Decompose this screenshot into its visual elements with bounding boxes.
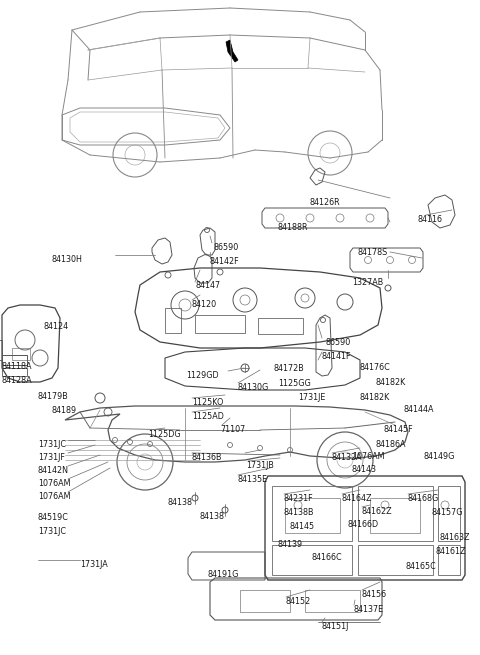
Text: 1125AD: 1125AD — [192, 412, 224, 421]
Text: 84136B: 84136B — [192, 453, 223, 462]
Text: 84156: 84156 — [362, 590, 387, 599]
Bar — [2, 368, 27, 376]
Text: 86590: 86590 — [326, 338, 351, 347]
Text: 1076AM: 1076AM — [352, 452, 384, 461]
Bar — [358, 486, 433, 541]
Text: 84120: 84120 — [192, 300, 217, 309]
Text: 84164Z: 84164Z — [342, 494, 372, 503]
Bar — [370, 498, 420, 533]
Text: 1129GD: 1129GD — [186, 371, 218, 380]
Text: 84149G: 84149G — [424, 452, 456, 461]
Text: 1125GG: 1125GG — [278, 379, 311, 388]
Text: 84138: 84138 — [168, 498, 193, 507]
Bar — [438, 486, 460, 541]
Polygon shape — [226, 40, 238, 62]
Text: 1076AM: 1076AM — [38, 479, 71, 488]
Text: 1327AB: 1327AB — [352, 278, 383, 287]
Text: 84157G: 84157G — [432, 508, 464, 517]
Text: 84138B: 84138B — [284, 508, 314, 517]
Text: 1731JC: 1731JC — [38, 440, 66, 449]
Text: 84130G: 84130G — [238, 383, 269, 392]
Text: 84161Z: 84161Z — [436, 547, 467, 556]
Bar — [258, 318, 303, 334]
Bar — [358, 545, 433, 575]
Text: 84130H: 84130H — [52, 255, 83, 264]
Text: 84116: 84116 — [418, 215, 443, 224]
Text: 84124: 84124 — [44, 322, 69, 331]
Bar — [438, 545, 460, 575]
Text: 84163Z: 84163Z — [440, 533, 470, 542]
Text: 84182K: 84182K — [360, 393, 390, 402]
Text: 1731JB: 1731JB — [246, 461, 274, 470]
Text: 84118A: 84118A — [2, 362, 33, 371]
Text: 84147: 84147 — [195, 281, 220, 290]
Text: 84126R: 84126R — [310, 198, 341, 207]
Text: 84191G: 84191G — [208, 570, 240, 579]
Text: 86590: 86590 — [214, 243, 239, 252]
Text: 84144A: 84144A — [404, 405, 434, 414]
Text: 84168G: 84168G — [408, 494, 439, 503]
Text: 84179B: 84179B — [38, 392, 69, 401]
Text: 84166D: 84166D — [348, 520, 379, 529]
Text: 84141F: 84141F — [322, 352, 351, 361]
Text: 84176C: 84176C — [360, 363, 391, 372]
Text: 84138: 84138 — [200, 512, 225, 521]
Text: 71107: 71107 — [220, 425, 245, 434]
Text: 84162Z: 84162Z — [362, 507, 393, 516]
Text: 1731JA: 1731JA — [80, 560, 108, 569]
Bar — [305, 590, 360, 612]
Bar — [165, 308, 181, 333]
Bar — [2, 355, 27, 365]
Bar — [272, 486, 352, 541]
Text: 84231F: 84231F — [284, 494, 313, 503]
Text: 1125KO: 1125KO — [192, 398, 223, 407]
Text: 1731JC: 1731JC — [38, 527, 66, 536]
Text: 84172B: 84172B — [274, 364, 305, 373]
Text: 84135E: 84135E — [238, 475, 268, 484]
Text: 1125DG: 1125DG — [148, 430, 180, 439]
Bar — [12, 348, 30, 360]
Bar — [272, 545, 352, 575]
Text: 84145F: 84145F — [383, 425, 413, 434]
Text: 1731JE: 1731JE — [298, 393, 325, 402]
Text: 84139: 84139 — [278, 540, 303, 549]
Text: 84142F: 84142F — [210, 257, 240, 266]
Bar — [240, 590, 290, 612]
Text: 1731JF: 1731JF — [38, 453, 65, 462]
Text: 84186A: 84186A — [376, 440, 407, 449]
Bar — [285, 498, 340, 533]
Text: 84165C: 84165C — [406, 562, 437, 571]
Bar — [195, 315, 245, 333]
Text: 84189: 84189 — [51, 406, 76, 415]
Text: 84152: 84152 — [286, 597, 311, 606]
Text: 84132A: 84132A — [332, 453, 362, 462]
Text: 84143: 84143 — [352, 465, 377, 474]
Text: 84151J: 84151J — [322, 622, 349, 631]
Text: 1076AM: 1076AM — [38, 492, 71, 501]
Text: 84137E: 84137E — [354, 605, 384, 614]
Text: 84128A: 84128A — [2, 376, 33, 385]
Text: 84178S: 84178S — [358, 248, 388, 257]
Text: 84182K: 84182K — [375, 378, 405, 387]
Text: 84145: 84145 — [290, 522, 315, 531]
Text: 84166C: 84166C — [312, 553, 343, 562]
Text: 84519C: 84519C — [38, 513, 69, 522]
Text: 84188R: 84188R — [278, 223, 309, 232]
Text: 84142N: 84142N — [38, 466, 69, 475]
